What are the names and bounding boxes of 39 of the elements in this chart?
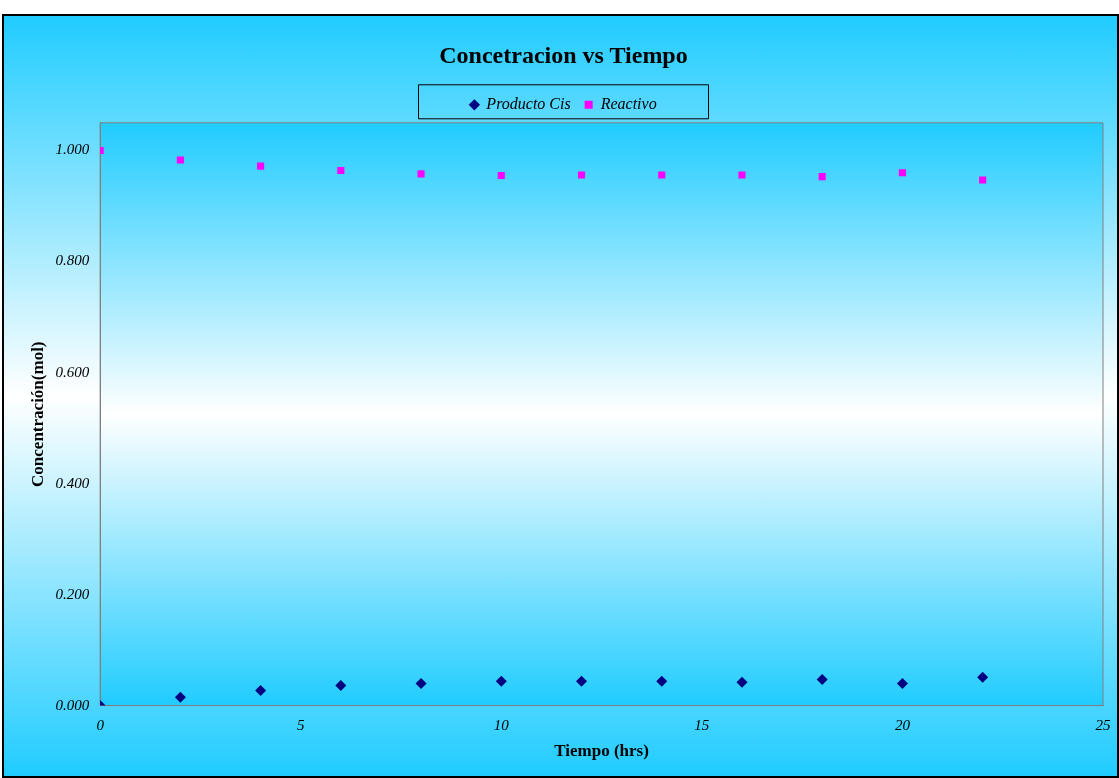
point [255,685,267,697]
point [497,171,505,180]
point [896,677,908,689]
point [337,167,345,175]
point [577,171,586,179]
y-tick-label: 0.400 [55,474,90,491]
y-tick-label: 0.200 [55,585,90,602]
point [417,170,425,178]
y-tick-label: 0.600 [55,363,90,380]
x-tick-label: 25 [1095,716,1111,733]
x-tick-label: 20 [894,716,911,733]
point [816,674,828,686]
point [977,671,989,683]
x-tick-label: 10 [493,716,510,733]
x-tick-label: 0 [96,716,105,733]
y-tick-label: 0.000 [55,696,90,713]
point [495,675,507,687]
y-axis-title: Concentración(mol) [27,341,47,487]
point [335,680,347,692]
point [898,169,906,177]
point [658,171,666,179]
point [415,677,427,689]
legend-label: Reactivo [599,95,657,112]
point [736,676,748,688]
chart-title: Concetracion vs Tiempo [439,41,688,68]
point [818,173,826,181]
point [174,691,186,703]
x-tick-label: 15 [694,716,710,733]
x-tick-label: 5 [296,716,305,733]
x-axis-title: Tiempo (hrs) [554,741,649,761]
point [656,675,668,687]
point [176,156,184,164]
legend-label: Producto Cis [485,95,571,112]
point [576,675,588,687]
point [257,162,265,170]
y-tick-label: 1.000 [55,141,90,158]
point [738,171,746,179]
y-tick-label: 0.800 [55,252,90,269]
point [979,176,987,184]
